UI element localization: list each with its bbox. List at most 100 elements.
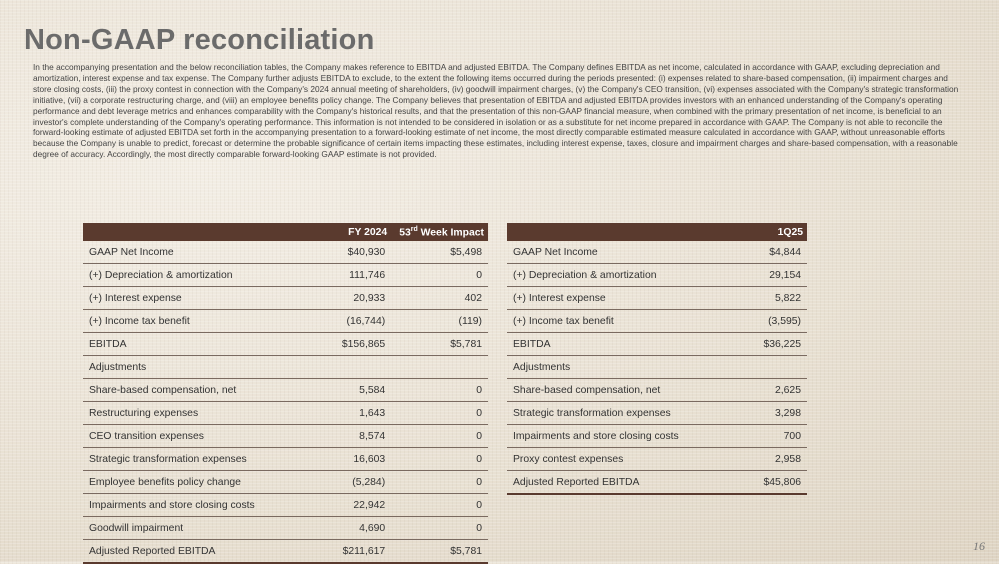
table-row: CEO transition expenses 8,574 0 (83, 425, 488, 448)
table-row: Proxy contest expenses 2,958 (507, 448, 807, 471)
row-value-v1: $36,225 (763, 338, 801, 350)
table-row: Share-based compensation, net 2,625 (507, 379, 807, 402)
table-row: Restructuring expenses 1,643 0 (83, 402, 488, 425)
row-value-v1: (16,744) (346, 315, 386, 327)
row-value-v1: 2,958 (774, 453, 801, 465)
header-fy2024: FY 2024 (310, 223, 392, 241)
table-row: Share-based compensation, net 5,584 0 (83, 379, 488, 402)
row-label: Share-based compensation, net (513, 384, 661, 396)
row-label: Goodwill impairment (89, 522, 184, 534)
row-value-v2: 0 (476, 384, 482, 396)
row-value-v1: 111,746 (349, 269, 386, 281)
table-row: (+) Depreciation & amortization 111,746 0 (83, 264, 488, 287)
intro-paragraph: In the accompanying presentation and the… (33, 62, 959, 160)
header-53rd-week: 53rd Week Impact (391, 223, 488, 241)
row-value-v1: (5,284) (352, 476, 386, 488)
row-value-v2: $5,498 (450, 246, 482, 258)
table-row: Impairments and store closing costs 700 (507, 425, 807, 448)
row-value-v2: 0 (476, 522, 482, 534)
row-value-v1: 20,933 (353, 292, 386, 304)
row-value-v1: 5,822 (774, 292, 801, 304)
row-label: Impairments and store closing costs (89, 499, 255, 511)
row-label: Adjusted Reported EBITDA (513, 476, 640, 488)
row-value-v1: 22,942 (353, 499, 386, 511)
row-value-v2: 402 (464, 292, 482, 304)
row-label: Employee benefits policy change (89, 476, 241, 488)
row-value-v1: 16,603 (353, 453, 386, 465)
row-label: EBITDA (89, 338, 127, 350)
table-row: Adjustments (83, 356, 488, 379)
row-value-v1: 29,154 (769, 269, 801, 281)
table-row: (+) Interest expense 20,933 402 (83, 287, 488, 310)
row-value-v1: 4,690 (359, 522, 386, 534)
row-value-v1: $4,844 (769, 246, 801, 258)
header-blank (83, 223, 311, 241)
row-label: (+) Depreciation & amortization (513, 269, 657, 281)
table-row: (+) Income tax benefit (16,744) (119) (83, 310, 488, 333)
row-label: Strategic transformation expenses (513, 407, 671, 419)
row-label: Adjustments (89, 361, 147, 373)
row-value-v1: 700 (783, 430, 801, 442)
row-label: Share-based compensation, net (89, 384, 237, 396)
row-value-v1: (3,595) (768, 315, 801, 327)
table-row: Strategic transformation expenses 16,603 0 (83, 448, 488, 471)
table-row: Employee benefits policy change (5,284) 0 (83, 471, 488, 494)
table-row: Strategic transformation expenses 3,298 (507, 402, 807, 425)
table-row: Impairments and store closing costs 22,94… (83, 494, 488, 517)
row-value-v1: $45,806 (763, 476, 801, 488)
1q25-reconciliation-table: 1Q25 GAAP Net Income $4,844 (+) Depreciati… (507, 223, 807, 495)
row-value-v2: 0 (476, 407, 482, 419)
row-label: CEO transition expenses (89, 430, 204, 442)
row-label: (+) Depreciation & amortization (89, 269, 233, 281)
row-value-v1: 5,584 (359, 384, 386, 396)
row-value-v1: 3,298 (774, 407, 801, 419)
row-value-v1: 2,625 (774, 384, 801, 396)
table-row: (+) Depreciation & amortization 29,154 (507, 264, 807, 287)
row-label: Impairments and store closing costs (513, 430, 679, 442)
row-value-v2: (119) (458, 315, 483, 327)
row-label: Restructuring expenses (89, 407, 199, 419)
table-row: EBITDA $156,865 $5,781 (83, 333, 488, 356)
table-row: (+) Income tax benefit (3,595) (507, 310, 807, 333)
table-header-row: FY 2024 53rd Week Impact (83, 223, 488, 241)
table-row: EBITDA $36,225 (507, 333, 807, 356)
table-row: Adjustments (507, 356, 807, 379)
table-row: GAAP Net Income $4,844 (507, 241, 807, 264)
row-label: (+) Income tax benefit (513, 315, 614, 327)
row-value-v2: 0 (476, 430, 482, 442)
header-blank (507, 223, 726, 241)
page-number: 16 (973, 539, 985, 553)
row-label: Proxy contest expenses (513, 453, 624, 465)
row-label: Strategic transformation expenses (89, 453, 247, 465)
row-value-v1: 1,643 (359, 407, 386, 419)
row-value-v2 (391, 356, 488, 379)
row-value-v1: $211,617 (342, 545, 386, 557)
table-row: Goodwill impairment 4,690 0 (83, 517, 488, 540)
row-label: (+) Income tax benefit (89, 315, 190, 327)
header-1q25: 1Q25 (725, 223, 807, 241)
row-value-v1 (311, 356, 391, 379)
row-value-v1 (726, 356, 807, 379)
row-label: Adjusted Reported EBITDA (89, 545, 216, 557)
row-value-v2: 0 (476, 269, 482, 281)
page-title: Non-GAAP reconciliation (24, 24, 375, 56)
row-value-v2: $5,781 (450, 545, 482, 557)
row-value-v1: 8,574 (359, 430, 386, 442)
table-row: Adjusted Reported EBITDA $45,806 (507, 471, 807, 494)
row-label: GAAP Net Income (89, 246, 174, 258)
row-label: Adjustments (513, 361, 571, 373)
row-value-v1: $156,865 (341, 338, 386, 350)
row-label: GAAP Net Income (513, 246, 598, 258)
row-value-v2: 0 (476, 476, 482, 488)
row-value-v2: 0 (476, 453, 482, 465)
table-row: Adjusted Reported EBITDA $211,617 $5,781 (83, 540, 488, 563)
row-label: (+) Interest expense (89, 292, 182, 304)
row-value-v1: $40,930 (347, 246, 386, 258)
table-row: GAAP Net Income $40,930 $5,498 (83, 241, 488, 264)
table-header-row: 1Q25 (507, 223, 807, 241)
table-row: (+) Interest expense 5,822 (507, 287, 807, 310)
row-label: (+) Interest expense (513, 292, 606, 304)
row-label: EBITDA (513, 338, 551, 350)
row-value-v2: $5,781 (450, 338, 482, 350)
fy2024-reconciliation-table: FY 2024 53rd Week Impact GAAP Net Income… (83, 223, 488, 564)
